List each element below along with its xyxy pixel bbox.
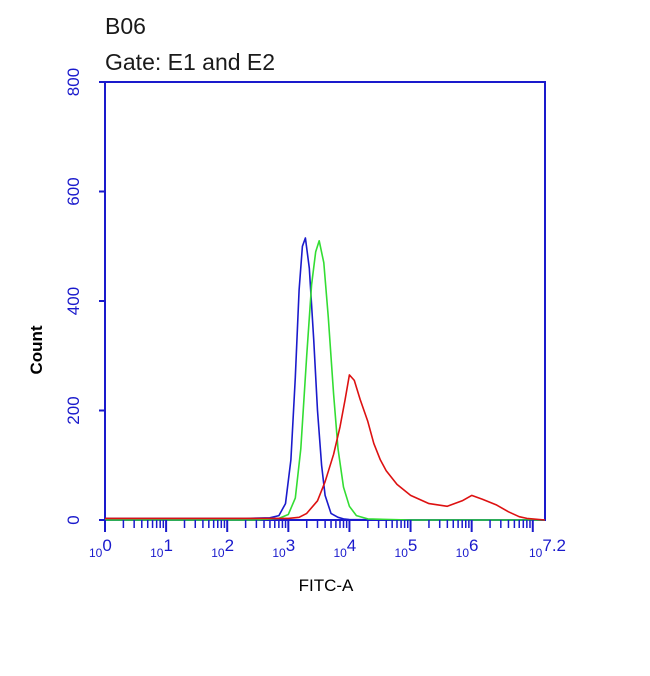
x-tick-exponent: 0 xyxy=(102,536,111,555)
x-tick-label: 102 xyxy=(211,536,234,560)
x-tick-exponent: 1 xyxy=(163,536,172,555)
x-tick-exponent: 2 xyxy=(225,536,234,555)
x-tick-label: 103 xyxy=(272,536,295,560)
series-line-2 xyxy=(105,240,545,521)
y-tick-label: 0 xyxy=(64,515,83,524)
y-tick-label: 400 xyxy=(64,287,83,315)
y-tick-label: 600 xyxy=(64,177,83,205)
x-tick-base: 10 xyxy=(211,546,225,560)
plot-area xyxy=(104,81,546,521)
series-line-1 xyxy=(105,237,545,521)
x-tick-exponent: 5 xyxy=(408,536,417,555)
x-tick-base: 10 xyxy=(150,546,164,560)
x-tick-exponent: 3 xyxy=(286,536,295,555)
x-tick-base: 10 xyxy=(395,546,409,560)
x-tick-label: 106 xyxy=(456,536,479,560)
x-tick-base: 10 xyxy=(456,546,470,560)
plot-frame xyxy=(104,81,546,521)
x-axis-label: FITC-A xyxy=(299,576,354,595)
x-tick-exponent: 6 xyxy=(469,536,478,555)
x-tick-label: 101 xyxy=(150,536,173,560)
y-axis-label: Count xyxy=(27,325,46,374)
x-tick-exponent: 4 xyxy=(347,536,356,555)
x-tick-label: 107.2 xyxy=(529,536,566,560)
x-tick-base: 10 xyxy=(89,546,103,560)
y-tick-label: 800 xyxy=(64,68,83,96)
chart-title: B06 xyxy=(105,13,146,39)
series-layer xyxy=(105,237,546,521)
x-tick-base: 10 xyxy=(272,546,286,560)
chart-subtitle: Gate: E1 and E2 xyxy=(105,49,275,75)
x-tick-label: 104 xyxy=(333,536,356,560)
x-tick-base: 10 xyxy=(529,546,543,560)
x-axis: 100 101 102 103 104 105 106 107.2 xyxy=(89,520,566,560)
x-tick-exponent: 7.2 xyxy=(542,536,566,555)
y-axis: 0 200 400 600 800 xyxy=(64,68,105,525)
series-line-3 xyxy=(105,374,546,521)
y-tick-label: 200 xyxy=(64,396,83,424)
x-tick-label: 100 xyxy=(89,536,112,560)
x-tick-base: 10 xyxy=(333,546,347,560)
x-tick-label: 105 xyxy=(395,536,418,560)
